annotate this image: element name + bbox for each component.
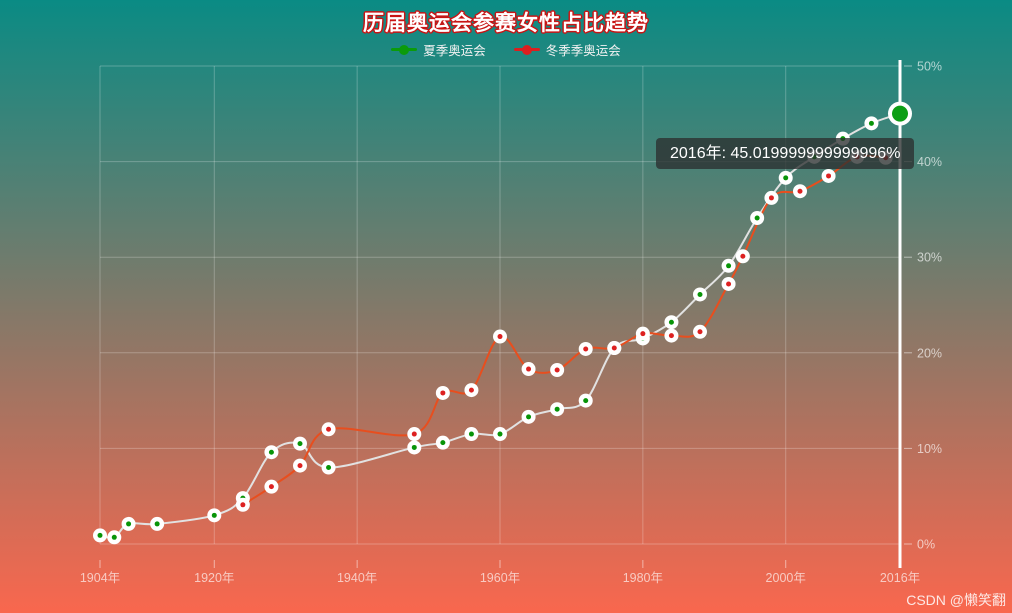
data-point-dot <box>97 532 103 538</box>
data-point-dot <box>240 502 246 508</box>
data-point-dot <box>526 366 532 372</box>
data-point-dot <box>868 120 874 126</box>
data-point-dot <box>726 263 732 269</box>
y-axis-label: 30% <box>917 251 942 265</box>
data-point-dot <box>497 431 503 437</box>
data-point-dot <box>297 463 303 469</box>
data-point-dot <box>583 398 589 404</box>
x-axis-label: 1904年 <box>80 571 120 585</box>
legend-label: 冬季季奥运会 <box>545 44 621 58</box>
data-point-dot <box>754 215 760 221</box>
data-point-dot <box>740 253 746 259</box>
data-point-dot <box>297 441 303 447</box>
data-point-dot <box>126 521 132 527</box>
data-point-dot <box>697 291 703 297</box>
data-point-dot <box>154 521 160 527</box>
legend-item-winter[interactable]: 冬季季奥运会 <box>513 40 621 59</box>
data-point-dot <box>111 534 117 540</box>
y-axis-label: 40% <box>917 155 942 169</box>
data-point-dot <box>326 426 332 432</box>
data-point-dot <box>497 334 503 340</box>
y-axis-label: 0% <box>917 538 935 552</box>
data-point-dot <box>783 175 789 181</box>
legend-label: 夏季奥运会 <box>423 44 486 58</box>
data-point-dot <box>440 440 446 446</box>
legend-item-summer[interactable]: 夏季奥运会 <box>391 40 486 59</box>
data-point-dot <box>440 390 446 396</box>
series-line-winter <box>242 154 886 506</box>
x-axis-label: 1940年 <box>337 571 377 585</box>
data-point-dot <box>526 414 532 420</box>
data-point-dot <box>668 319 674 325</box>
x-axis-label: 1960年 <box>480 571 520 585</box>
x-axis-label: 1920年 <box>194 571 234 585</box>
data-point-dot <box>611 345 617 351</box>
data-point-dot <box>268 484 274 490</box>
data-point-dot <box>268 449 274 455</box>
line-series-icon <box>391 44 418 55</box>
watermark: CSDN @懒笑翻 <box>906 592 1006 608</box>
highlighted-data-point-dot <box>892 105 908 122</box>
data-point-dot <box>768 195 774 201</box>
y-axis-label: 10% <box>917 442 942 456</box>
data-point-dot <box>326 465 332 471</box>
data-point-dot <box>554 406 560 412</box>
data-point-dot <box>554 367 560 373</box>
data-point-dot <box>826 173 832 179</box>
y-axis-label: 50% <box>917 60 942 74</box>
y-axis-label: 20% <box>917 346 942 360</box>
data-point-dot <box>640 331 646 337</box>
data-point-dot <box>583 346 589 352</box>
data-point-dot <box>211 512 217 518</box>
data-point-dot <box>468 387 474 393</box>
data-point-dot <box>411 444 417 450</box>
tooltip: 2016年: 45.019999999999996% <box>656 138 915 169</box>
x-axis-label: 1980年 <box>623 571 663 585</box>
data-point-dot <box>668 333 674 339</box>
data-point-dot <box>411 431 417 437</box>
legend: 夏季奥运会 冬季季奥运会 <box>0 40 1012 59</box>
x-axis-label: 2016年 <box>880 571 920 585</box>
x-axis-label: 2000年 <box>766 571 806 585</box>
chart-title: 历届奥运会参赛女性占比趋势 <box>363 12 649 35</box>
data-point-dot <box>726 281 732 287</box>
data-point-dot <box>468 431 474 437</box>
line-series-icon <box>513 44 540 55</box>
data-point-dot <box>797 188 803 194</box>
data-point-dot <box>697 329 703 335</box>
